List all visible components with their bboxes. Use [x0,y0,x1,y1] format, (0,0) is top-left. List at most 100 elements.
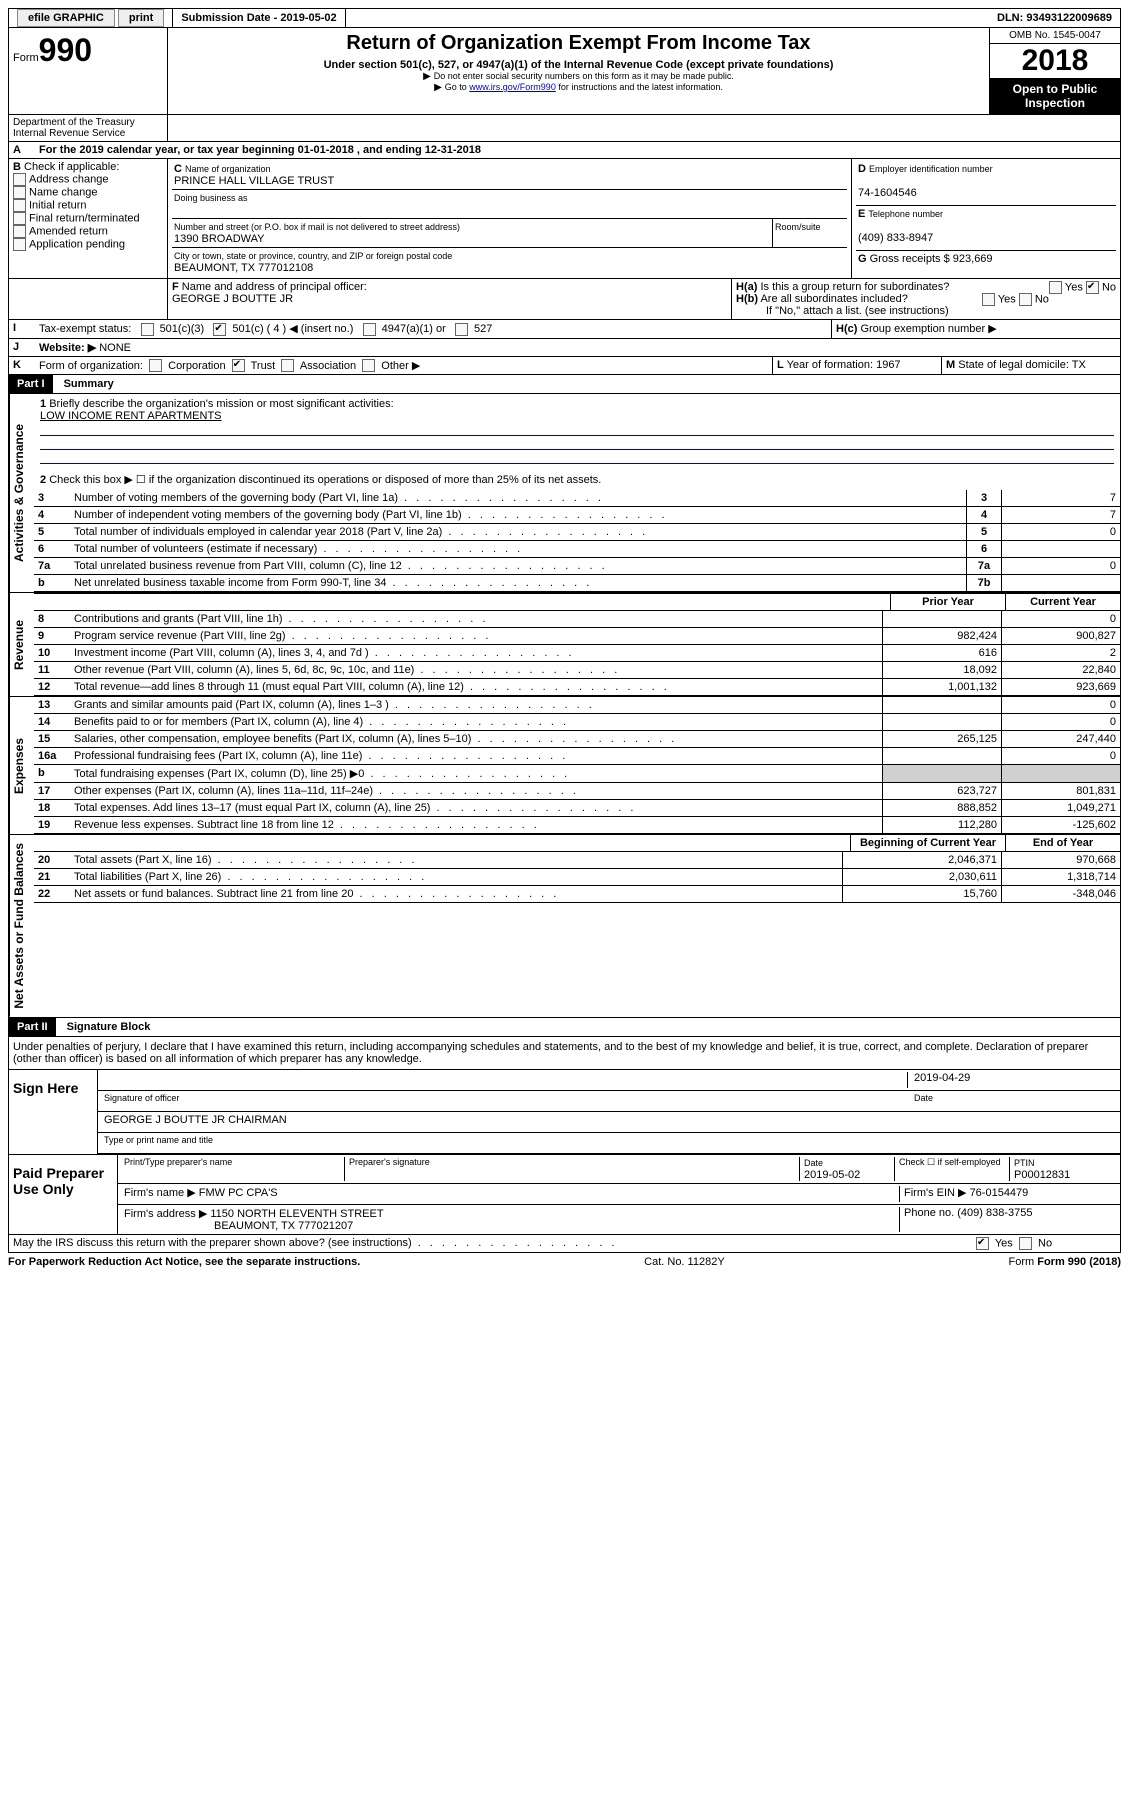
dept-treasury: Department of the TreasuryInternal Reven… [9,115,168,141]
vert-expenses: Expenses [9,697,34,834]
firm-ein: 76-0154479 [970,1187,1029,1199]
gov-line: 3Number of voting members of the governi… [34,490,1120,507]
data-line: 18Total expenses. Add lines 13–17 (must … [34,800,1120,817]
group-return-q: Is this a group return for subordinates? [760,281,949,293]
subordinates-q: Are all subordinates included? [760,293,907,305]
irs-link[interactable]: www.irs.gov/Form990 [469,82,556,92]
firm-addr2: BEAUMONT, TX 777021207 [124,1220,353,1232]
state-domicile: TX [1072,359,1086,371]
part1-name: Summary [56,378,114,390]
data-line: 9Program service revenue (Part VIII, lin… [34,628,1120,645]
revenue-section: Revenue Prior Year Current Year 8Contrib… [8,593,1121,697]
gross-receipts: 923,669 [953,253,993,265]
data-line: 14Benefits paid to or for members (Part … [34,714,1120,731]
data-line: 11Other revenue (Part VIII, column (A), … [34,662,1120,679]
form-label: Form [13,52,39,64]
submission-date: Submission Date - 2019-05-02 [173,9,345,27]
officer-group-block: F Name and address of principal officer:… [8,279,1121,320]
ein: 74-1604546 [858,187,917,199]
part1-header: Part I [9,375,53,393]
org-city: BEAUMONT, TX 777012108 [174,262,313,274]
dln: DLN: 93493122009689 [989,9,1120,27]
net-assets-section: Net Assets or Fund Balances Beginning of… [8,835,1121,1018]
gov-line: 4Number of independent voting members of… [34,507,1120,524]
paperwork-notice: For Paperwork Reduction Act Notice, see … [8,1256,360,1268]
top-bar: efile GRAPHIC print Submission Date - 20… [8,8,1121,28]
section-a: A For the 2019 calendar year, or tax yea… [8,142,1121,159]
print-button[interactable]: print [118,9,164,27]
perjury-declaration: Under penalties of perjury, I declare th… [8,1037,1121,1070]
data-line: 10Investment income (Part VIII, column (… [34,645,1120,662]
check-applicable-label: Check if applicable: [24,161,119,173]
vert-net-assets: Net Assets or Fund Balances [9,835,34,1017]
col-end: End of Year [1005,835,1120,851]
chk-initial-return[interactable]: Initial return [29,199,86,211]
discontinued-check: Check this box ▶ ☐ if the organization d… [49,474,601,486]
ptin: P00012831 [1014,1169,1070,1181]
data-line: 21Total liabilities (Part X, line 26)2,0… [34,869,1120,886]
paid-preparer-label: Paid Preparer Use Only [9,1155,118,1234]
chk-final-return[interactable]: Final return/terminated [29,212,140,224]
form-org-row: K Form of organization: Corporation Trus… [8,357,1121,376]
chk-name-change[interactable]: Name change [29,186,98,198]
open-public: Open to Public Inspection [990,78,1120,114]
data-line: 15Salaries, other compensation, employee… [34,731,1120,748]
gov-line: bNet unrelated business taxable income f… [34,575,1120,592]
data-line: 13Grants and similar amounts paid (Part … [34,697,1120,714]
gov-line: 7aTotal unrelated business revenue from … [34,558,1120,575]
part2-header: Part II [9,1018,56,1036]
chk-amended[interactable]: Amended return [29,225,108,237]
tax-year: 2018 [990,44,1120,78]
sig-date: 2019-04-29 [907,1072,1114,1088]
col-current-year: Current Year [1005,594,1120,610]
website-row: J Website: ▶ NONE [8,339,1121,357]
phone: (409) 833-8947 [858,232,933,244]
mission-label: Briefly describe the organization's miss… [49,398,393,410]
group-exemption: Group exemption number ▶ [860,323,996,335]
room-suite-label: Room/suite [775,222,821,232]
discuss-preparer-row: May the IRS discuss this return with the… [8,1235,1121,1253]
activities-governance: Activities & Governance 1 Briefly descri… [8,394,1121,593]
paid-preparer-block: Paid Preparer Use Only Print/Type prepar… [8,1155,1121,1235]
website: NONE [99,342,131,354]
tax-exempt-row: I Tax-exempt status: 501(c)(3) 501(c) ( … [8,320,1121,339]
form-number: 990 [39,32,92,68]
omb-number: OMB No. 1545-0047 [990,28,1120,44]
tax-year-line: For the 2019 calendar year, or tax year … [35,142,1120,158]
dba-label: Doing business as [174,193,248,203]
year-formation: 1967 [876,359,900,371]
chk-address-change[interactable]: Address change [29,173,109,185]
main-title: Return of Organization Exempt From Incom… [172,32,985,55]
vert-revenue: Revenue [9,593,34,696]
data-line: 22Net assets or fund balances. Subtract … [34,886,1120,903]
prep-date: 2019-05-02 [804,1169,860,1181]
col-beginning: Beginning of Current Year [850,835,1005,851]
note-ssn: Do not enter social security numbers on … [172,71,985,82]
data-line: 8Contributions and grants (Part VIII, li… [34,611,1120,628]
firm-name: FMW PC CPA'S [199,1187,278,1199]
form-ref: Form Form 990 (2018) [1009,1256,1122,1268]
self-employed-check[interactable]: Check ☐ if self-employed [895,1157,1010,1181]
chk-application-pending[interactable]: Application pending [29,238,125,250]
data-line: 16aProfessional fundraising fees (Part I… [34,748,1120,765]
form-header: Form990 Return of Organization Exempt Fr… [8,28,1121,115]
data-line: 17Other expenses (Part IX, column (A), l… [34,783,1120,800]
org-info-block: B Check if applicable: Address change Na… [8,159,1121,279]
gov-line: 6Total number of volunteers (estimate if… [34,541,1120,558]
gov-line: 5Total number of individuals employed in… [34,524,1120,541]
sign-here-label: Sign Here [9,1070,98,1154]
note-link: Go to www.irs.gov/Form990 for instructio… [172,82,985,93]
org-name: PRINCE HALL VILLAGE TRUST [174,175,334,187]
signature-block: Sign Here 2019-04-29 Signature of office… [8,1070,1121,1155]
data-line: bTotal fundraising expenses (Part IX, co… [34,765,1120,783]
data-line: 20Total assets (Part X, line 16)2,046,37… [34,852,1120,869]
data-line: 12Total revenue—add lines 8 through 11 (… [34,679,1120,696]
officer-name: GEORGE J BOUTTE JR CHAIRMAN [98,1112,1120,1133]
footer: For Paperwork Reduction Act Notice, see … [8,1253,1121,1271]
data-line: 19Revenue less expenses. Subtract line 1… [34,817,1120,834]
part2-name: Signature Block [59,1021,151,1033]
efile-button[interactable]: efile GRAPHIC [17,9,115,27]
org-address: 1390 BROADWAY [174,233,264,245]
expenses-section: Expenses 13Grants and similar amounts pa… [8,697,1121,835]
subtitle: Under section 501(c), 527, or 4947(a)(1)… [172,59,985,71]
